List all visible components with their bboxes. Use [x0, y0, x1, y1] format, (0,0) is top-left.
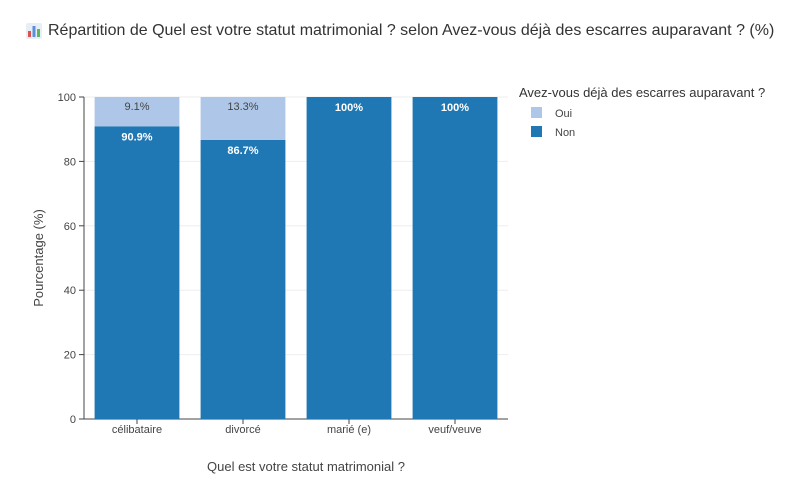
y-tick-label: 100 [58, 92, 76, 104]
chart-title-text: Répartition de Quel est votre statut mat… [48, 22, 775, 39]
x-tick-label: célibataire [112, 424, 162, 436]
legend-label-oui: Oui [555, 108, 572, 120]
x-axis-title: Quel est votre statut matrimonial ? [207, 459, 405, 474]
legend-swatch-non [531, 126, 542, 137]
bar-oui [200, 97, 286, 140]
bar-non [306, 97, 392, 419]
y-axis-title: Pourcentage (%) [31, 209, 46, 307]
data-label-oui: 9.1% [124, 101, 149, 113]
x-tick-label: veuf/veuve [428, 424, 481, 436]
x-tick-label: marié (e) [327, 424, 371, 436]
bar-non [94, 126, 180, 419]
data-label-non: 90.9% [121, 131, 152, 143]
legend-label-non: Non [555, 127, 575, 139]
bar-non [412, 97, 498, 419]
y-tick-label: 0 [70, 414, 76, 426]
y-tick-label: 40 [64, 285, 76, 297]
data-label-non: 86.7% [227, 145, 258, 157]
x-tick-label: divorcé [225, 424, 260, 436]
y-tick-label: 80 [64, 156, 76, 168]
bar-non [200, 139, 286, 420]
chart-title: Répartition de Quel est votre statut mat… [26, 22, 774, 40]
bar-oui [94, 97, 180, 127]
bar-chart-icon [26, 23, 42, 39]
legend-swatch-oui [531, 107, 542, 118]
y-tick-label: 20 [64, 350, 76, 362]
data-label-oui: 13.3% [227, 101, 258, 113]
data-label-non: 100% [335, 102, 363, 114]
legend-title: Avez-vous déjà des escarres auparavant ? [519, 85, 765, 100]
data-label-non: 100% [441, 102, 469, 114]
y-tick-label: 60 [64, 221, 76, 233]
